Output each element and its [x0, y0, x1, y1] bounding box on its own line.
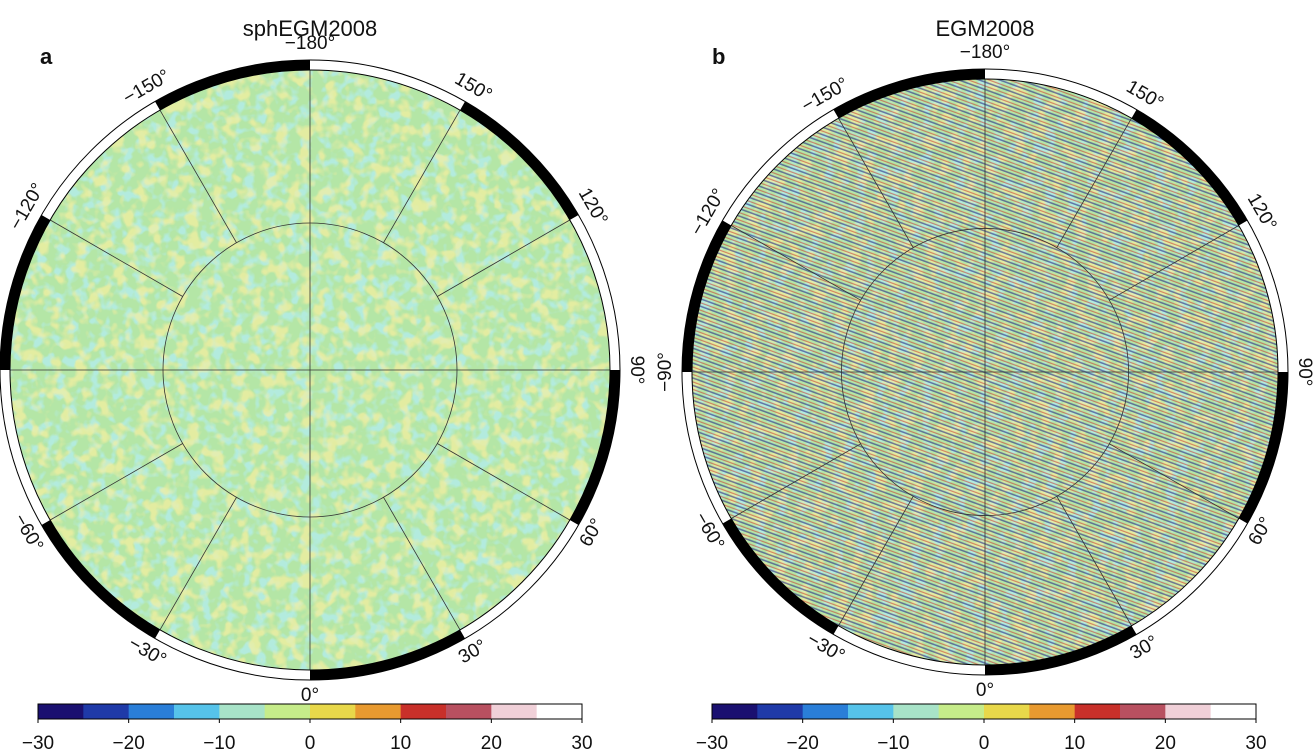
longitude-label: 0° — [976, 680, 994, 701]
longitude-label: 0° — [301, 685, 319, 706]
colorbar-swatch — [1211, 704, 1257, 719]
longitude-label: −180° — [285, 33, 335, 54]
colorbar-swatch — [265, 704, 311, 719]
colorbar-tick-label: 20 — [1155, 733, 1176, 754]
colorbar-tick-label: −30 — [696, 733, 728, 754]
colorbar-swatch — [446, 704, 492, 719]
figure: sphEGM2008a−180°−150°150°−120°120°90°−60… — [0, 0, 1314, 756]
colorbar-swatch — [537, 704, 583, 719]
colorbar-swatch — [893, 704, 939, 719]
colorbar-swatch — [1165, 704, 1211, 719]
colorbar-tick-label: 0 — [979, 733, 990, 754]
colorbar-swatch — [129, 704, 175, 719]
colorbar-swatch — [491, 704, 537, 719]
panel-label: b — [712, 44, 725, 69]
longitude-label: 90° — [1294, 358, 1314, 387]
colorbar-swatch — [939, 704, 985, 719]
colorbar-swatch — [38, 704, 84, 719]
longitude-label: −180° — [960, 42, 1010, 63]
colorbar-swatch — [848, 704, 894, 719]
colorbar-tick-label: 0 — [305, 733, 316, 754]
colorbar-tick-label: 30 — [1245, 733, 1266, 754]
colorbar-tick-label: 20 — [481, 733, 502, 754]
colorbar-swatch — [757, 704, 803, 719]
colorbar-tick-label: −20 — [113, 733, 145, 754]
colorbar-swatch — [219, 704, 265, 719]
colorbar-tick-label: −10 — [877, 733, 909, 754]
colorbar-swatch — [1029, 704, 1075, 719]
longitude-label: 90° — [626, 356, 647, 385]
colorbar-swatch — [310, 704, 356, 719]
colorbar-swatch — [984, 704, 1030, 719]
map-panel: sphEGM2008a−180°−150°150°−120°120°90°−60… — [0, 16, 647, 754]
colorbar-swatch — [803, 704, 849, 719]
colorbar-swatch — [174, 704, 220, 719]
panel-label: a — [40, 44, 53, 69]
colorbar-tick-label: −20 — [787, 733, 819, 754]
colorbar-swatch — [83, 704, 129, 719]
colorbar-swatch — [1120, 704, 1166, 719]
colorbar-swatch — [1075, 704, 1121, 719]
colorbar-tick-label: −10 — [203, 733, 235, 754]
panel-title: EGM2008 — [935, 16, 1034, 41]
colorbar-tick-label: 10 — [1064, 733, 1085, 754]
colorbar-swatch — [712, 704, 758, 719]
colorbar-tick-label: 30 — [571, 733, 592, 754]
colorbar-tick-label: 10 — [390, 733, 411, 754]
map-panel: EGM2008b−180°−150°150°−120°120°−90°90°−6… — [655, 16, 1314, 754]
longitude-label: −90° — [655, 352, 676, 392]
colorbar-swatch — [355, 704, 401, 719]
colorbar-swatch — [401, 704, 447, 719]
colorbar-tick-label: −30 — [22, 733, 54, 754]
